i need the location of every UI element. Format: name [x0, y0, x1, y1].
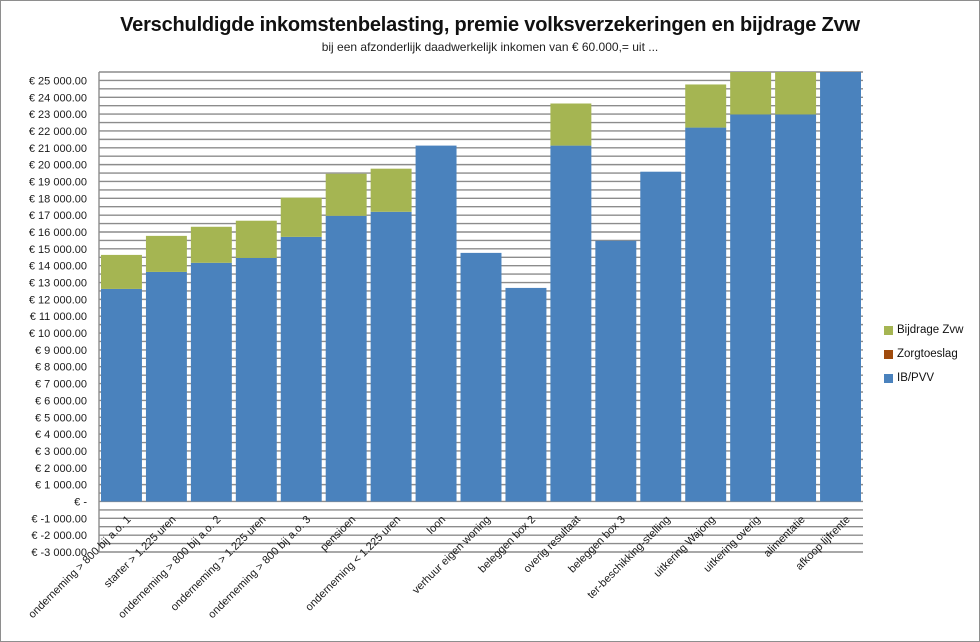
bar-bijdrage-zvw: [550, 103, 592, 146]
bar-ib-pvv: [101, 288, 142, 502]
y-tick-label: € 18 000.00: [29, 193, 87, 205]
legend-item-ib-pvv: IB/PVV: [884, 366, 963, 390]
bar-ib-pvv: [145, 271, 187, 502]
bar-ib-pvv: [640, 171, 682, 502]
legend-label: IB/PVV: [897, 372, 935, 384]
bar-bijdrage-zvw: [730, 72, 772, 115]
y-tick-label: € 9 000.00: [35, 345, 87, 357]
y-tick-label: € 21 000.00: [29, 143, 87, 155]
legend-item-zorgtoeslag: Zorgtoeslag: [884, 342, 963, 366]
bar-ib-pvv: [505, 287, 547, 502]
y-tick-label: € 6 000.00: [35, 395, 87, 407]
bar-ib-pvv: [325, 215, 367, 502]
bar-bijdrage-zvw: [145, 235, 187, 272]
legend-swatch-zorgtoeslag: [884, 349, 893, 359]
y-tick-label: € 7 000.00: [35, 379, 87, 391]
y-tick-label: € 11 000.00: [30, 311, 87, 323]
y-tick-label: € -2 000.00: [31, 530, 87, 542]
y-tick-label: € 20 000.00: [29, 160, 87, 172]
legend: Bijdrage Zvw Zorgtoeslag IB/PVV: [884, 318, 963, 390]
bar-ib-pvv: [460, 252, 502, 502]
bar-bijdrage-zvw: [280, 197, 322, 237]
y-tick-label: € 12 000.00: [29, 294, 87, 306]
y-tick-label: € 25 000.00: [29, 75, 87, 87]
bar-ib-pvv: [595, 240, 637, 502]
legend-label: Bijdrage Zvw: [897, 324, 964, 336]
bars: [101, 72, 861, 502]
x-tick-label: alimentatie: [762, 514, 808, 560]
y-tick-label: € 15 000.00: [29, 244, 87, 256]
y-tick-label: € -3 000.00: [31, 547, 87, 559]
x-tick-label: loon: [425, 514, 448, 537]
y-tick-label: € 1 000.00: [35, 480, 87, 492]
legend-item-bijdrage-zvw: Bijdrage Zvw: [884, 318, 963, 342]
y-tick-label: € 10 000.00: [29, 328, 87, 340]
y-axis-ticks: € 25 000.00 € 24 000.00 € 23 000.00 € 22 00…: [29, 75, 87, 559]
y-tick-label: € 13 000.00: [29, 278, 87, 290]
y-tick-label: € -: [74, 496, 87, 508]
y-tick-label: € 5 000.00: [35, 412, 87, 424]
bar-bijdrage-zvw: [235, 220, 277, 258]
y-tick-label: € 17 000.00: [29, 210, 87, 222]
x-tick-label: pensioen: [318, 514, 358, 554]
legend-swatch-bijdrage-zvw: [884, 325, 893, 335]
y-tick-label: € 3 000.00: [35, 446, 87, 458]
y-tick-label: € 8 000.00: [35, 362, 87, 374]
bar-bijdrage-zvw: [775, 72, 817, 115]
x-tick-label: onderneming < 1.225 uren: [303, 514, 403, 614]
y-tick-label: € -1 000.00: [31, 513, 87, 525]
y-tick-label: € 22 000.00: [29, 126, 87, 138]
legend-label: Zorgtoeslag: [897, 348, 958, 360]
y-tick-label: € 14 000.00: [29, 261, 87, 273]
y-tick-label: € 24 000.00: [29, 92, 87, 104]
bar-bijdrage-zvw: [190, 226, 232, 263]
chart-title: Verschuldigde inkomstenbelasting, premie…: [120, 14, 860, 36]
bar-ib-pvv: [190, 262, 232, 502]
chart-subtitle: bij een afzonderlijk daadwerkelijk inkom…: [321, 40, 659, 54]
y-tick-label: € 23 000.00: [29, 109, 87, 121]
bar-bijdrage-zvw: [370, 168, 412, 212]
bar-ib-pvv: [685, 127, 727, 502]
legend-swatch-ib-pvv: [884, 373, 893, 383]
x-tick-label: onderneming > 1.225 uren: [168, 514, 268, 614]
y-tick-label: € 4 000.00: [35, 429, 87, 441]
bar-bijdrage-zvw: [325, 173, 367, 216]
bar-bijdrage-zvw: [685, 84, 727, 128]
bar-bijdrage-zvw: [101, 254, 142, 289]
y-tick-label: € 2 000.00: [35, 463, 87, 475]
bar-ib-pvv: [370, 211, 412, 502]
y-tick-label: € 19 000.00: [29, 176, 87, 188]
bar-ib-pvv: [730, 114, 772, 502]
bar-ib-pvv: [235, 257, 277, 502]
bar-ib-pvv: [820, 72, 861, 502]
bar-ib-pvv: [280, 236, 322, 502]
bar-ib-pvv: [415, 145, 457, 502]
bar-ib-pvv: [550, 145, 592, 502]
y-tick-label: € 16 000.00: [29, 227, 87, 239]
bar-ib-pvv: [775, 114, 817, 502]
